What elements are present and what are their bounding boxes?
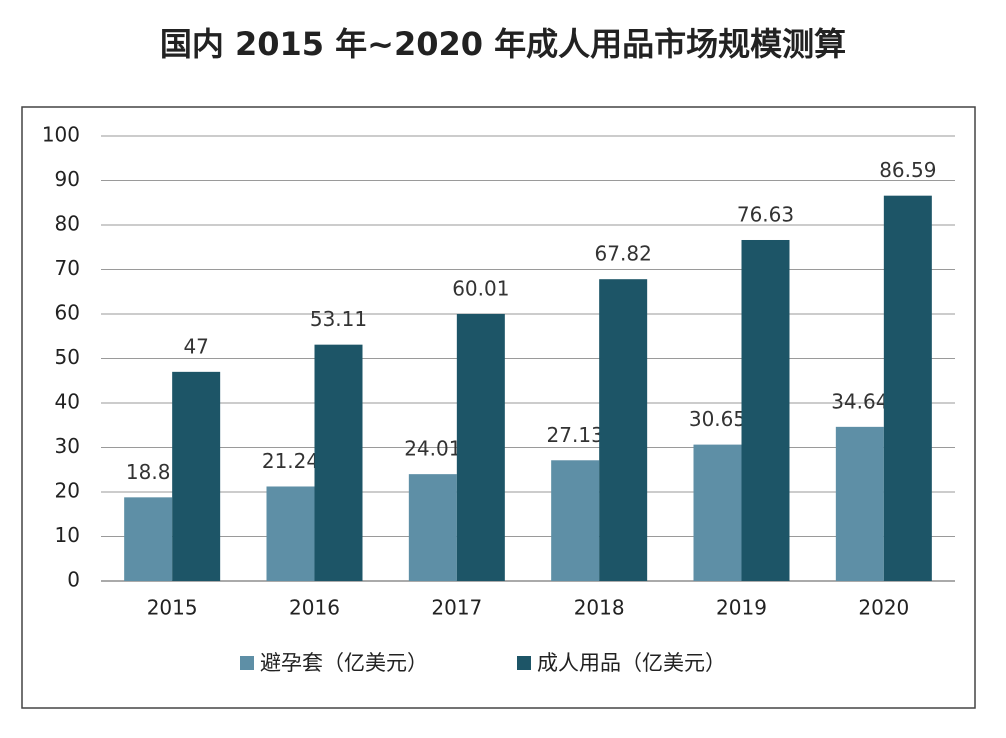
y-tick-label: 20 [55,479,80,503]
value-label: 21.24 [262,449,319,473]
legend-label: 成人用品（亿美元） [537,651,726,675]
bar [599,279,648,581]
bar [883,195,932,581]
x-tick-label: 2015 [147,596,198,620]
chart-title: 国内 2015 年~2020 年成人用品市场规模测算 [160,25,846,63]
x-tick-label: 2019 [716,596,767,620]
legend-swatch [240,656,254,670]
bar [408,474,457,581]
x-tick-label: 2016 [289,596,340,620]
value-label: 60.01 [452,276,509,300]
x-tick-label: 2017 [431,596,482,620]
legend-label: 避孕套（亿美元） [260,651,428,675]
value-label: 30.65 [689,407,746,431]
bar [124,497,173,581]
y-tick-label: 50 [55,345,80,369]
bar [741,239,790,581]
bar [551,460,600,581]
y-tick-label: 40 [55,390,80,414]
bar [835,426,884,581]
bar [266,486,315,581]
value-label: 34.64 [831,389,888,413]
x-tick-label: 2018 [574,596,625,620]
bar [314,344,363,581]
value-label: 24.01 [404,437,461,461]
chart-frame [21,106,976,709]
y-tick-label: 100 [42,123,80,147]
y-tick-label: 60 [55,301,80,325]
value-label: 86.59 [879,158,936,182]
value-label: 47 [183,334,208,358]
bar [693,444,742,581]
value-label: 76.63 [737,202,794,226]
legend-swatch [517,656,531,670]
bar [172,371,221,581]
y-tick-label: 90 [55,167,80,191]
x-tick-label: 2020 [858,596,909,620]
y-tick-label: 0 [67,568,80,592]
y-tick-label: 10 [55,523,80,547]
y-tick-label: 80 [55,212,80,236]
value-label: 27.13 [547,423,604,447]
bar [456,313,505,581]
value-label: 18.8 [126,460,171,484]
value-label: 53.11 [310,307,367,331]
value-label: 67.82 [595,242,652,266]
y-tick-label: 30 [55,434,80,458]
y-tick-label: 70 [55,256,80,280]
